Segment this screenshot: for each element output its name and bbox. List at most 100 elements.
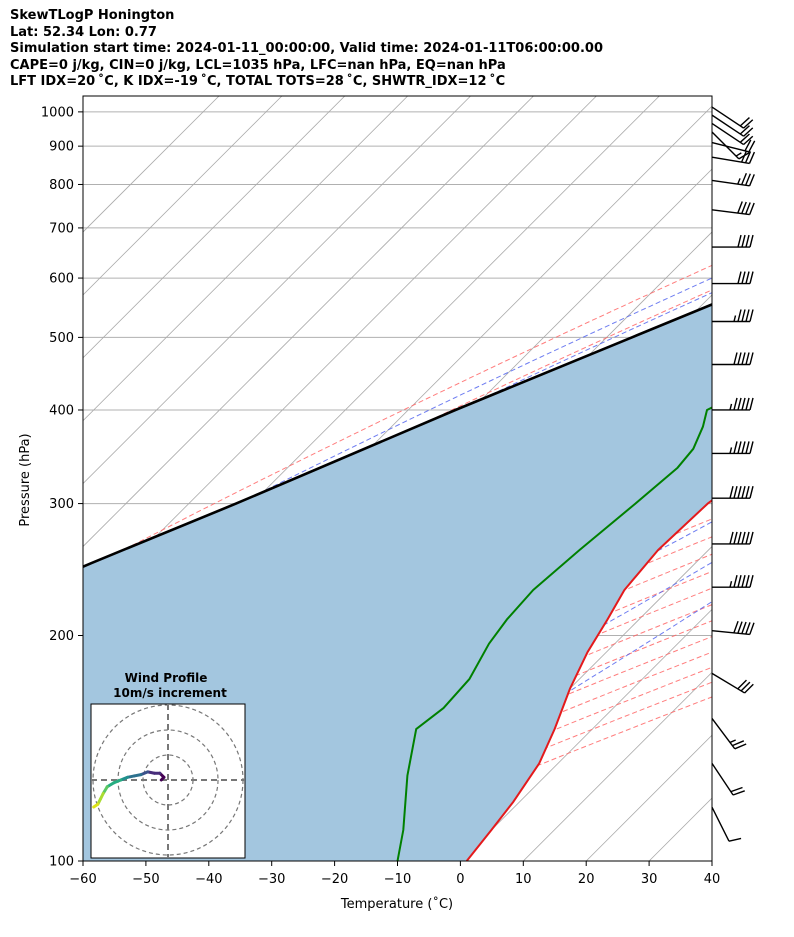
wind-barb-flag [729,531,734,545]
wind-barb-half-flag [735,152,742,157]
wind-barb-flag [749,309,754,322]
wind-barb-flag [749,234,754,248]
wind-barb-flag [744,139,752,152]
wind-barb-flag [741,486,746,499]
wind-barb-flag [748,174,755,187]
x-tick-label: 20 [578,872,595,887]
wind-barb-flag [745,309,750,322]
wind-barb-flag [733,575,738,588]
wind-barb [711,122,754,146]
wind-barb-flag [741,621,747,634]
wind-barb-flag [741,172,748,185]
location-text: Lat: 52.34 Lon: 0.77 [10,24,157,40]
wind-barb [712,486,754,499]
y-tick-label: 700 [49,221,74,236]
wind-barb-flag [743,127,754,137]
wind-barb-staff [711,629,750,636]
wind-barb [711,620,755,636]
wind-barb [711,762,745,796]
wind-barb-half-flag [729,581,733,588]
wind-barb-flag [743,119,754,129]
moist-adiabat [83,277,712,584]
wind-barb [711,114,754,137]
wind-barb-half-flag [737,178,741,185]
wind-barb [712,441,754,455]
wind-barb-flag [745,234,750,248]
isotherm-line [83,96,408,422]
parcel-profile-line [83,303,712,569]
wind-barb-flag [733,397,738,411]
wind-barb-staff [711,106,745,129]
wind-barb [711,172,755,187]
y-tick-label: 200 [49,629,74,644]
isotherm-line [460,608,712,861]
isotherm-line [83,96,220,233]
index-text: LFT IDX=20 ˚C, K IDX=-19 ˚C, TOTAL TOTS=… [10,74,506,90]
hodograph-trace-segment [92,802,100,809]
isotherm-line [83,96,283,296]
moist-adiabat [144,561,712,861]
wind-barb-flag [733,352,738,365]
wind-barb [711,106,754,129]
isotherm-line [83,96,346,359]
wind-barb-staff [711,717,736,750]
wind-barb-half-flag [729,739,736,744]
wind-barbs [711,106,756,842]
y-axis-label: Pressure (hPa) [18,433,33,526]
isotherm-line [83,96,471,485]
wind-barb-flag [743,135,754,146]
wind-barb-flag [745,173,751,186]
wind-barb-staff [711,179,750,187]
x-tick-label: 40 [704,872,721,887]
hodograph-subtitle: 10m/s increment [113,686,227,700]
wind-barb-flag [737,621,743,634]
isotherm-line [83,96,597,610]
wind-barb-flag [749,397,754,411]
wind-barb-staff [711,762,734,796]
wind-barb-flag [749,531,754,545]
x-tick-label: −50 [132,872,159,887]
wind-barb-flag [732,790,745,796]
wind-barb-flag [745,352,750,365]
wind-barb-flag [745,202,751,215]
y-tick-label: 900 [49,140,74,155]
wind-barb-flag [748,140,756,153]
isotherm-line [83,96,660,673]
wind-barb-flag [749,441,754,454]
wind-barb-flag [734,743,747,750]
wind-barb-half-flag [729,403,733,411]
wind-barb [711,717,747,750]
wind-barb-flag [749,575,754,588]
wind-barb-flag [749,352,754,365]
y-tick-label: 800 [49,178,74,193]
wind-barb-flag [729,486,734,499]
wind-barb-flag [737,397,742,411]
wind-barb-flag [741,397,746,411]
wind-barb-flag [741,309,746,322]
wind-barb [711,150,756,165]
wind-barb-staff [711,141,750,153]
wind-barb-flag [741,352,746,365]
wind-barb-flag [737,234,742,248]
wind-barb [712,352,754,366]
wind-barb-flag [732,740,745,747]
wind-barb-flag [733,531,738,545]
wind-barb-flag [744,151,752,164]
wind-barb-flag [741,201,747,214]
x-tick-label: 30 [641,872,658,887]
time-text: Simulation start time: 2024-01-11_00:00:… [10,41,603,57]
chart-title: SkewTLogP Honington [10,8,175,23]
wind-barb [712,309,754,323]
x-tick-label: 10 [515,872,532,887]
wind-barb-flag [733,441,738,454]
wind-barb-staff [711,114,745,137]
dry-adiabat [83,536,712,813]
x-tick-label: −60 [69,872,96,887]
x-tick-label: −30 [258,872,285,887]
wind-barb-staff [711,122,745,146]
wind-barb [712,531,754,545]
wind-barb-flag [745,397,750,411]
dry-adiabat [83,289,712,593]
wind-barb-staff [711,672,745,694]
